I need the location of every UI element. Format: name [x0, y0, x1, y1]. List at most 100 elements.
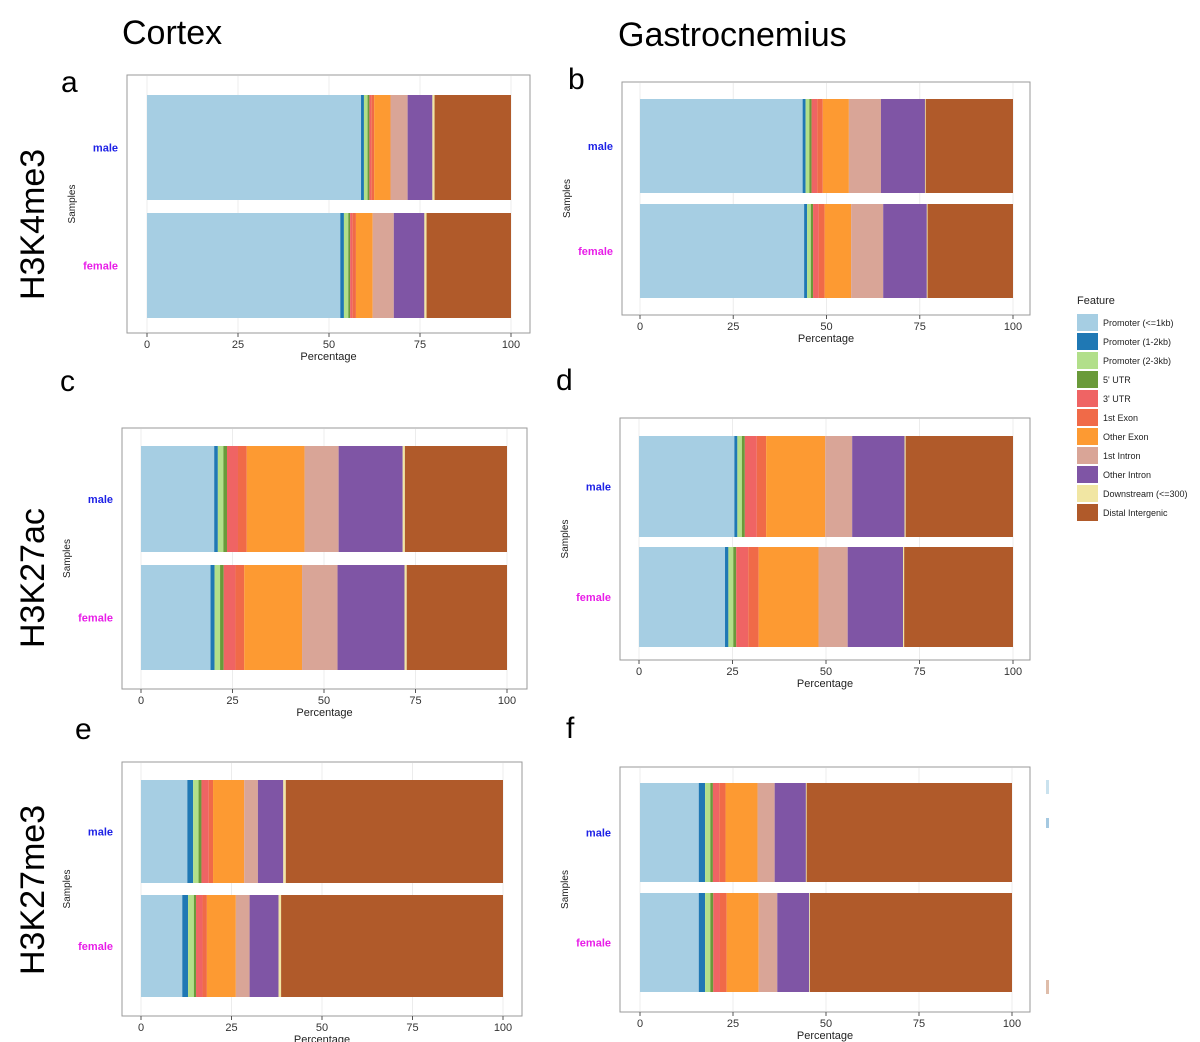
panel-d: male female 0 25 50 75 100 Percentage Samples d — [556, 364, 1031, 690]
bar-segment — [196, 895, 203, 997]
sample-label-male: male — [88, 494, 113, 506]
bar-segment — [851, 204, 884, 298]
panel-b: male female 0 25 50 75 100 Percentage Samples b — [562, 63, 1031, 345]
bar-segment — [214, 446, 218, 552]
legend-swatch — [1077, 504, 1098, 521]
bar-segment — [756, 436, 767, 537]
x-tick-label: 75 — [409, 695, 421, 707]
bar-segment — [141, 895, 183, 997]
y-axis-title: Samples — [67, 185, 78, 224]
sample-label-female: female — [78, 613, 113, 625]
bar-segment — [227, 446, 238, 552]
bar-segment — [925, 99, 1013, 193]
panel-letter-c: c — [60, 365, 75, 398]
bar-segment — [737, 436, 742, 537]
x-tick-label: 25 — [727, 1018, 739, 1030]
bar-segment — [220, 565, 224, 670]
bar-segment — [847, 547, 904, 647]
panel-a: male female 0 25 50 75 100 Percentage Samples a — [61, 66, 531, 363]
bar-segment — [810, 893, 1012, 992]
x-tick-label: 100 — [494, 1022, 512, 1034]
bar-segment — [393, 213, 425, 318]
bar-segment — [402, 446, 405, 552]
x-tick-label: 25 — [225, 1022, 237, 1034]
bar-segment — [246, 446, 305, 552]
x-tick-label: 50 — [316, 1022, 328, 1034]
bar-segment — [202, 895, 207, 997]
legend-swatch — [1077, 409, 1098, 426]
bar-segment — [809, 893, 811, 992]
x-axis-title: Percentage — [797, 1030, 853, 1042]
bar-segment — [805, 783, 807, 882]
bar-segment — [924, 99, 926, 193]
bar-segment — [206, 895, 236, 997]
bar-segment — [748, 547, 759, 647]
legend-swatch — [1077, 314, 1098, 331]
bar-segment — [188, 895, 194, 997]
legend-label: Other Exon — [1103, 432, 1149, 442]
bar-segment — [904, 436, 906, 537]
x-tick-label: 75 — [414, 339, 426, 351]
bar-segment — [809, 99, 812, 193]
bar-segment — [805, 99, 810, 193]
sample-label-male: male — [586, 828, 611, 840]
bar-segment — [187, 780, 194, 883]
bar-segment — [698, 893, 706, 992]
sample-label-female: female — [83, 261, 118, 273]
x-tick-label: 50 — [323, 339, 335, 351]
sample-label-male: male — [588, 141, 613, 153]
x-tick-label: 75 — [913, 666, 925, 678]
x-tick-label: 75 — [913, 1018, 925, 1030]
legend-label: Promoter (2-3kb) — [1103, 356, 1171, 366]
bar-segment — [640, 783, 699, 882]
bar-segment — [283, 780, 286, 883]
x-tick-label: 100 — [1003, 1018, 1021, 1030]
bar-segment — [710, 783, 713, 882]
bar-segment — [198, 780, 202, 883]
bar-segment — [698, 783, 706, 882]
bar-segment — [369, 95, 372, 200]
x-axis-title: Percentage — [296, 707, 352, 719]
bar-segment — [348, 213, 351, 318]
bar-segment — [371, 95, 375, 200]
bar-segment — [141, 446, 215, 552]
bar-segment — [285, 780, 503, 883]
bar-segment — [426, 213, 511, 318]
bar-segment — [926, 204, 928, 298]
bar-segment — [848, 99, 881, 193]
bar-segment — [713, 893, 720, 992]
bar-segment — [147, 95, 362, 200]
bar-segment — [741, 436, 745, 537]
bar-segment — [818, 547, 848, 647]
panel-e: male female 0 25 50 75 100 Percentage Samples e — [62, 713, 523, 1042]
legend-label: Other Intron — [1103, 470, 1151, 480]
bar-segment — [640, 893, 699, 992]
bar-segment — [705, 783, 711, 882]
bar-segment — [705, 893, 711, 992]
bar-segment — [434, 95, 511, 200]
column-title-cortex: Cortex — [122, 14, 222, 52]
x-axis-title: Percentage — [300, 351, 356, 363]
bar-segment — [338, 446, 403, 552]
x-tick-label: 100 — [502, 339, 520, 351]
x-tick-label: 25 — [232, 339, 244, 351]
x-tick-label: 100 — [1004, 666, 1022, 678]
bar-segment — [141, 565, 211, 670]
x-tick-label: 0 — [637, 1018, 643, 1030]
y-axis-title: Samples — [62, 870, 73, 909]
panel-f: male female 0 25 50 75 100 Percentage Samples f — [560, 712, 1031, 1042]
bar-segment — [744, 436, 757, 537]
bar-segment — [432, 95, 435, 200]
legend: Feature Promoter (<=1kb) Promoter (1-2kb)… — [1077, 295, 1188, 521]
panel-c: male female 0 25 50 75 100 Percentage Samples c — [60, 365, 528, 719]
bar-segment — [223, 446, 228, 552]
bar-segment — [802, 99, 806, 193]
bar-segment — [757, 783, 775, 882]
bar-segment — [278, 895, 282, 997]
bar-segment — [927, 204, 1013, 298]
bar-segment — [824, 204, 852, 298]
bar-segment — [350, 213, 353, 318]
panel-letter-f: f — [566, 712, 575, 745]
x-tick-label: 0 — [138, 1022, 144, 1034]
